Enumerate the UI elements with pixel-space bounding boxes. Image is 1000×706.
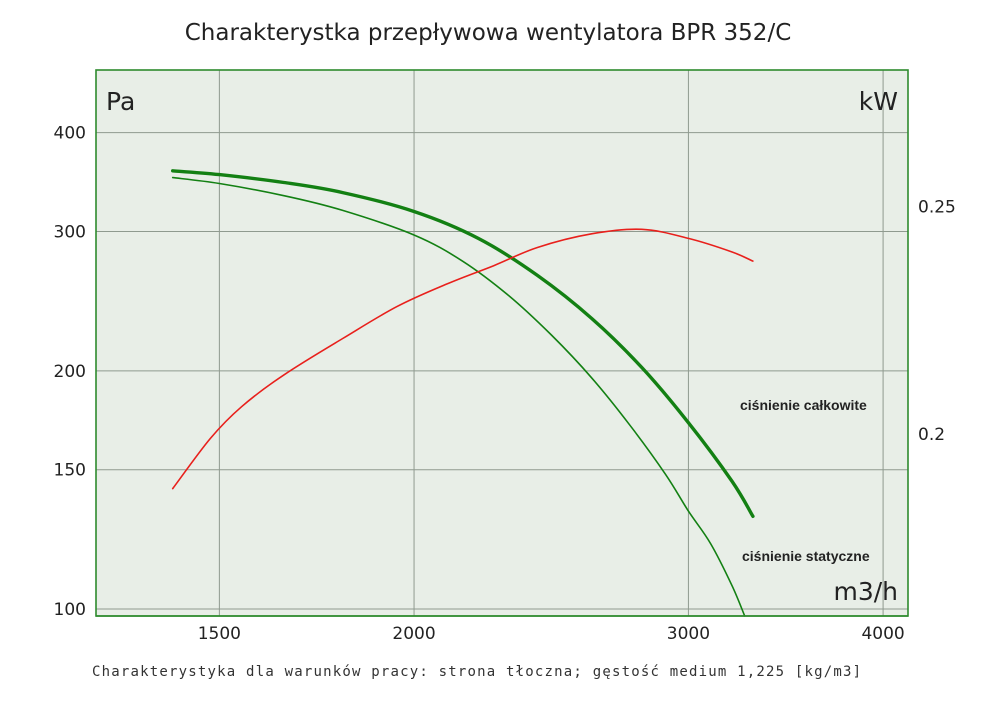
chart-title: Charakterystka przepływowa wentylatora B… <box>185 20 792 46</box>
y-axis-right-unit: kW <box>859 87 898 116</box>
plot-area <box>96 70 908 616</box>
tick-labels: 1500 2000 3000 4000 100 150 200 300 400 0.2 0.25 <box>54 124 956 644</box>
y-left-tick-label: 300 <box>54 223 86 243</box>
y-left-tick-label: 400 <box>54 124 86 144</box>
x-tick-label: 3000 <box>667 624 710 644</box>
x-tick-label: 1500 <box>198 624 241 644</box>
x-axis-unit: m3/h <box>833 577 898 606</box>
series-layer <box>171 169 755 617</box>
power-line <box>171 228 754 490</box>
y-left-tick-label: 200 <box>54 362 86 382</box>
total-pressure-label: ciśnienie całkowite <box>740 397 867 413</box>
grid-lines <box>96 70 908 616</box>
y-right-tick-label: 0.2 <box>918 425 945 445</box>
y-left-tick-label: 100 <box>54 600 86 620</box>
static-pressure-label: ciśnienie statyczne <box>742 548 870 564</box>
x-tick-label: 2000 <box>392 624 435 644</box>
static-pressure-line <box>171 176 746 617</box>
y-right-tick-label: 0.25 <box>918 198 956 218</box>
y-left-tick-label: 150 <box>54 461 86 481</box>
chart-caption: Charakterystyka dla warunków pracy: stro… <box>92 664 862 680</box>
x-tick-label: 4000 <box>861 624 904 644</box>
y-axis-left-unit: Pa <box>106 87 135 116</box>
